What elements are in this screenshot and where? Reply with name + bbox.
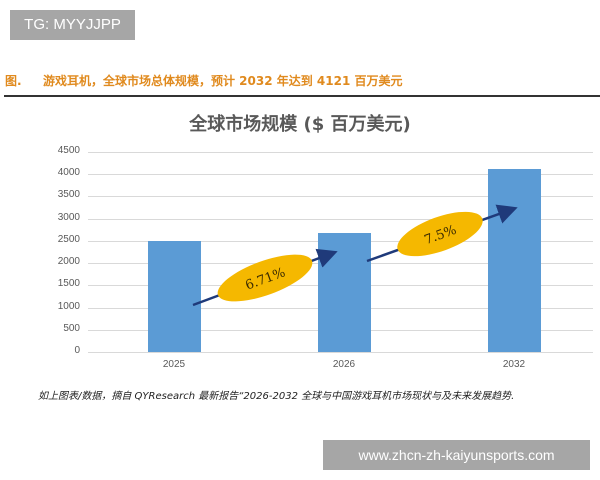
figure-label: 图. — [5, 74, 22, 88]
gridline — [88, 196, 593, 198]
figure-caption-text: 游戏耳机，全球市场总体规模，预计 2032 年达到 4121 百万美元 — [43, 74, 403, 88]
figure-caption: 图. 游戏耳机，全球市场总体规模，预计 2032 年达到 4121 百万美元 — [5, 72, 403, 89]
gridline — [88, 152, 593, 153]
x-tick-label: 2025 — [162, 359, 186, 370]
y-tick-label: 2500 — [57, 233, 80, 245]
growth-arrow-2025-2026: 6.71% — [192, 248, 338, 307]
y-tick-label: 1500 — [57, 278, 80, 290]
y-tick-label: 500 — [63, 322, 80, 334]
source-note: 如上图表/数据，摘自 QYResearch 最新报告“2026-2032 全球与… — [38, 391, 515, 402]
x-tick-label: 2026 — [332, 359, 356, 370]
y-tick-label: 0 — [74, 345, 80, 356]
y-tick-label: 1000 — [57, 300, 80, 312]
caption-divider — [4, 95, 600, 97]
y-tick-label: 4500 — [57, 145, 80, 156]
y-tick-label: 3000 — [57, 211, 80, 223]
gridline — [88, 218, 593, 220]
chart-title: 全球市场规模 ($ 百万美元) — [189, 114, 411, 135]
watermark-top-badge: TG: MYYJJPP — [10, 10, 135, 40]
x-tick-label: 2032 — [502, 359, 526, 370]
y-tick-label: 2000 — [57, 256, 80, 268]
bar-2025 — [147, 240, 201, 352]
growth-ellipse — [217, 254, 313, 302]
watermark-bottom-badge: www.zhcn-zh-kaiyunsports.com — [323, 440, 590, 470]
y-tick-label: 4000 — [57, 167, 80, 179]
bar-2032 — [487, 168, 541, 352]
growth-arrow-2026-2032: 7.5% — [366, 204, 518, 263]
y-tick-label: 3500 — [57, 189, 80, 201]
gridline — [88, 174, 593, 176]
gridline — [88, 352, 593, 353]
growth-ellipse — [397, 211, 483, 257]
